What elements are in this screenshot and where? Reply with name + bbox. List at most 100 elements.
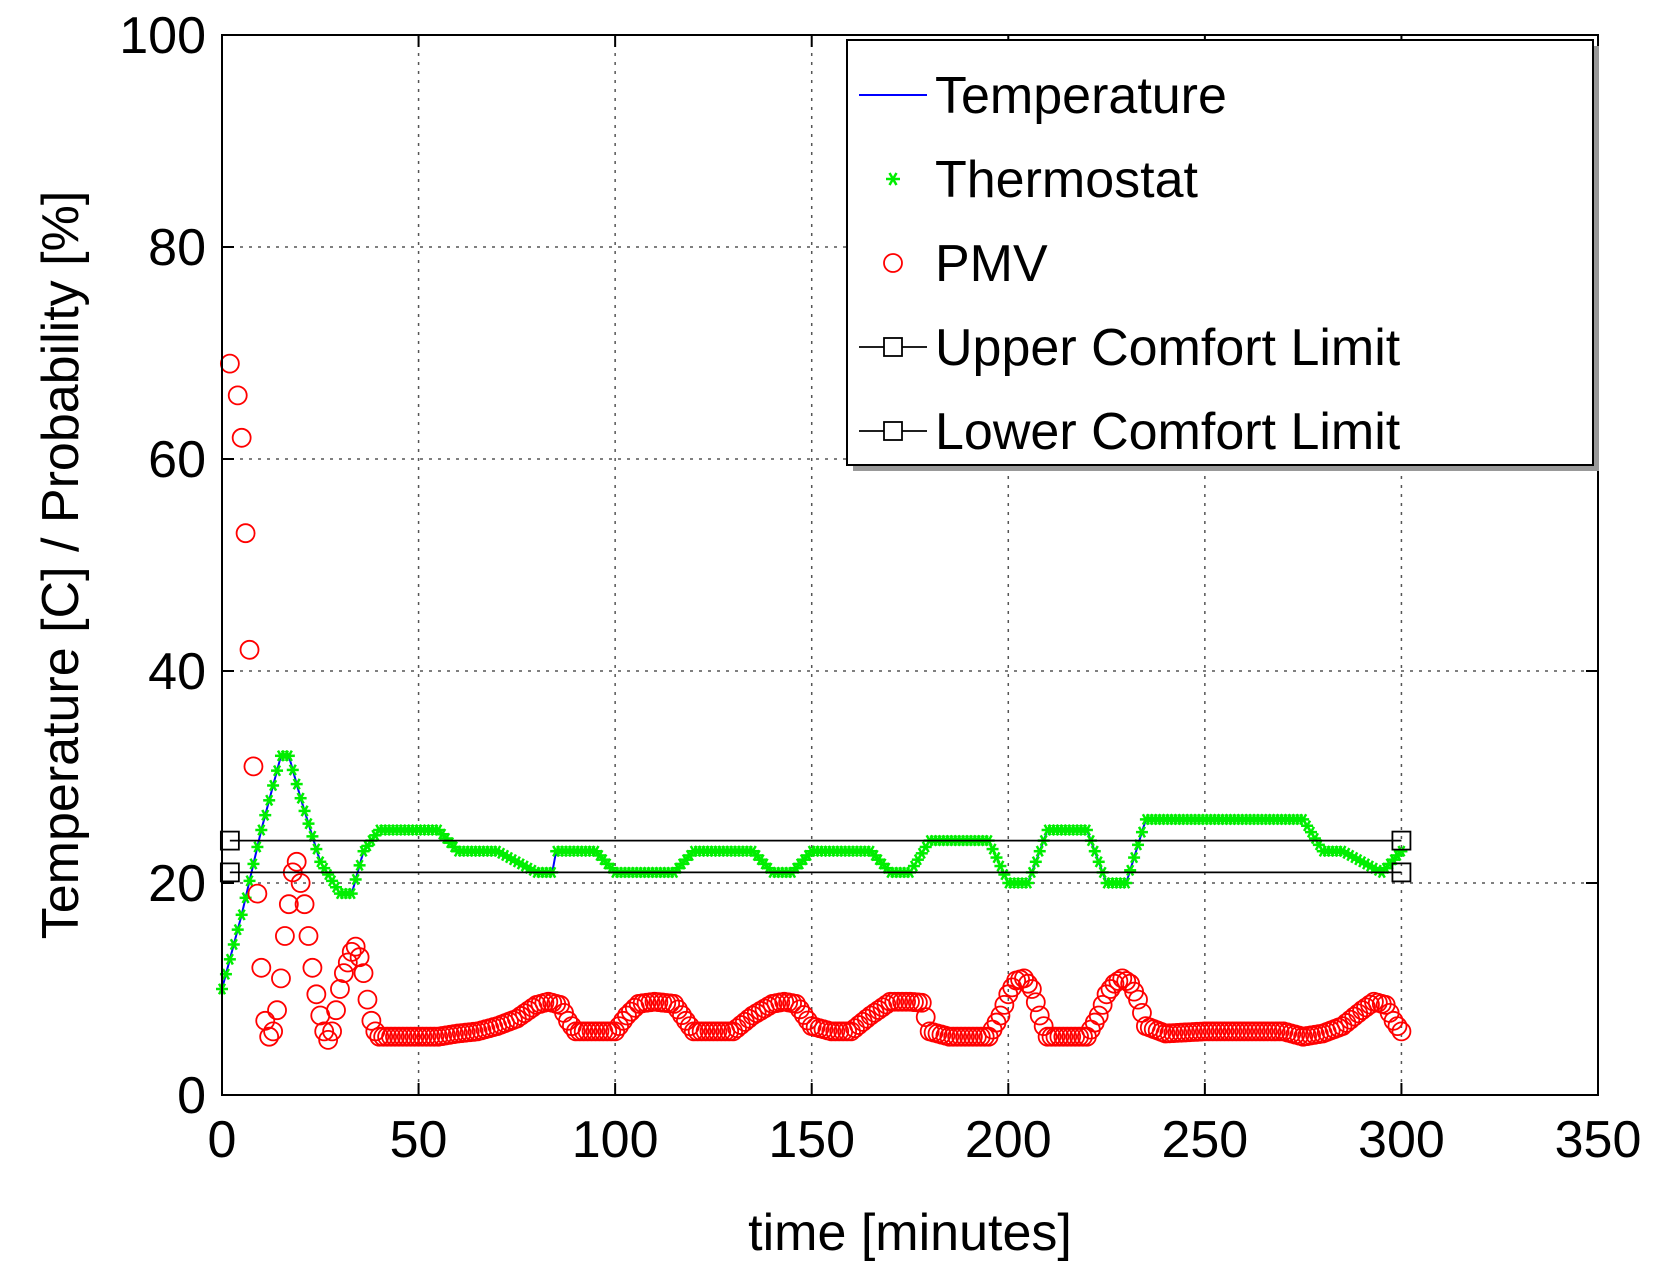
data-point (306, 984, 327, 1005)
data-point (231, 427, 252, 448)
data-point (255, 824, 268, 836)
x-tick-label: 200 (965, 1111, 1052, 1169)
legend: Temperature Thermostat PMV Upper Comfort Li… (846, 39, 1599, 471)
y-tick-label: 0 (177, 1067, 206, 1125)
data-point (1092, 995, 1113, 1015)
data-point (271, 764, 284, 777)
data-point (251, 957, 272, 978)
data-point (247, 858, 260, 870)
data-point (263, 1021, 284, 1042)
x-tick-label: 250 (1161, 1111, 1248, 1169)
data-point (290, 778, 303, 790)
legend-entry: Thermostat (886, 151, 1199, 209)
data-point (1088, 845, 1101, 858)
data-point (227, 385, 248, 406)
x-tick-label: 100 (572, 1111, 659, 1169)
data-point (1128, 989, 1148, 1010)
x-tick-label: 300 (1358, 1111, 1445, 1169)
data-point (219, 353, 240, 374)
data-point (676, 1010, 696, 1031)
data-point (1014, 968, 1034, 989)
axis-ticks: 0 50 100 150 200 250 300 350 0 20 40 60 80 100 (119, 7, 1641, 1169)
data-point (353, 963, 374, 983)
data-point (1383, 1010, 1404, 1031)
legend-swatch (883, 253, 903, 273)
data-point (231, 923, 244, 936)
data-point (298, 805, 311, 817)
data-point (263, 794, 276, 807)
data-point (267, 1000, 287, 1021)
data-point (247, 883, 268, 904)
data-point (278, 894, 299, 915)
data-point (911, 992, 932, 1013)
data-point (1029, 855, 1042, 868)
data-point (1124, 864, 1137, 877)
data-point (286, 764, 299, 776)
data-point (322, 1021, 342, 1042)
data-point (219, 830, 240, 851)
data-point (282, 749, 295, 762)
data-point (326, 1000, 346, 1021)
legend-box (846, 39, 1594, 466)
data-point (243, 875, 256, 887)
data-point (1021, 877, 1034, 889)
legend-label: PMV (935, 235, 1048, 293)
data-point (1116, 971, 1137, 991)
data-point (1395, 845, 1408, 858)
data-point (302, 957, 323, 978)
data-point (333, 963, 354, 983)
data-point (294, 894, 315, 915)
data-point (239, 639, 260, 660)
data-point (310, 843, 323, 855)
data-point (672, 1005, 692, 1026)
series-thermostat (216, 749, 1408, 995)
data-point (994, 995, 1015, 1015)
grid-lines (222, 35, 1598, 1095)
data-point (243, 756, 264, 777)
data-point (235, 908, 248, 921)
data-point (345, 887, 358, 900)
data-point (558, 1010, 578, 1031)
data-point (1021, 979, 1042, 999)
y-tick-label: 80 (148, 219, 206, 277)
x-tick-label: 0 (208, 1111, 237, 1169)
data-point (255, 1010, 276, 1031)
data-point (609, 1016, 629, 1036)
data-point (259, 809, 272, 821)
data-point (267, 779, 280, 792)
data-point (1088, 1005, 1109, 1026)
data-point (353, 859, 366, 872)
legend-swatch-marker (883, 421, 903, 441)
data-point (286, 851, 307, 872)
y-tick-label: 20 (148, 855, 206, 913)
data-point (1018, 973, 1038, 994)
legend-label: Thermostat (935, 151, 1199, 209)
data-point (876, 994, 897, 1015)
data-point (290, 873, 311, 893)
data-point (1029, 1005, 1050, 1026)
axes-frame (221, 34, 1599, 1096)
y-tick-label: 100 (119, 7, 206, 65)
data-point (1391, 830, 1412, 851)
data-point (1391, 862, 1412, 883)
data-point (1033, 845, 1046, 858)
data-point (271, 968, 291, 989)
x-tick-label: 150 (768, 1111, 855, 1169)
data-point (345, 936, 366, 957)
legend-entry: Upper Comfort Limit (859, 319, 1401, 377)
data-point (1092, 855, 1105, 868)
data-point (1096, 984, 1117, 1005)
data-point (227, 938, 240, 951)
data-point (235, 523, 256, 544)
data-point (219, 862, 240, 883)
legend-label: Lower Comfort Limit (935, 403, 1401, 461)
series-pmv (219, 353, 1412, 1050)
data-point (349, 873, 362, 886)
data-point (251, 841, 264, 853)
data-point (605, 1021, 626, 1042)
data-point (1120, 877, 1133, 889)
data-point (223, 953, 236, 966)
x-tick-label: 50 (390, 1111, 448, 1169)
data-point (259, 1026, 280, 1047)
